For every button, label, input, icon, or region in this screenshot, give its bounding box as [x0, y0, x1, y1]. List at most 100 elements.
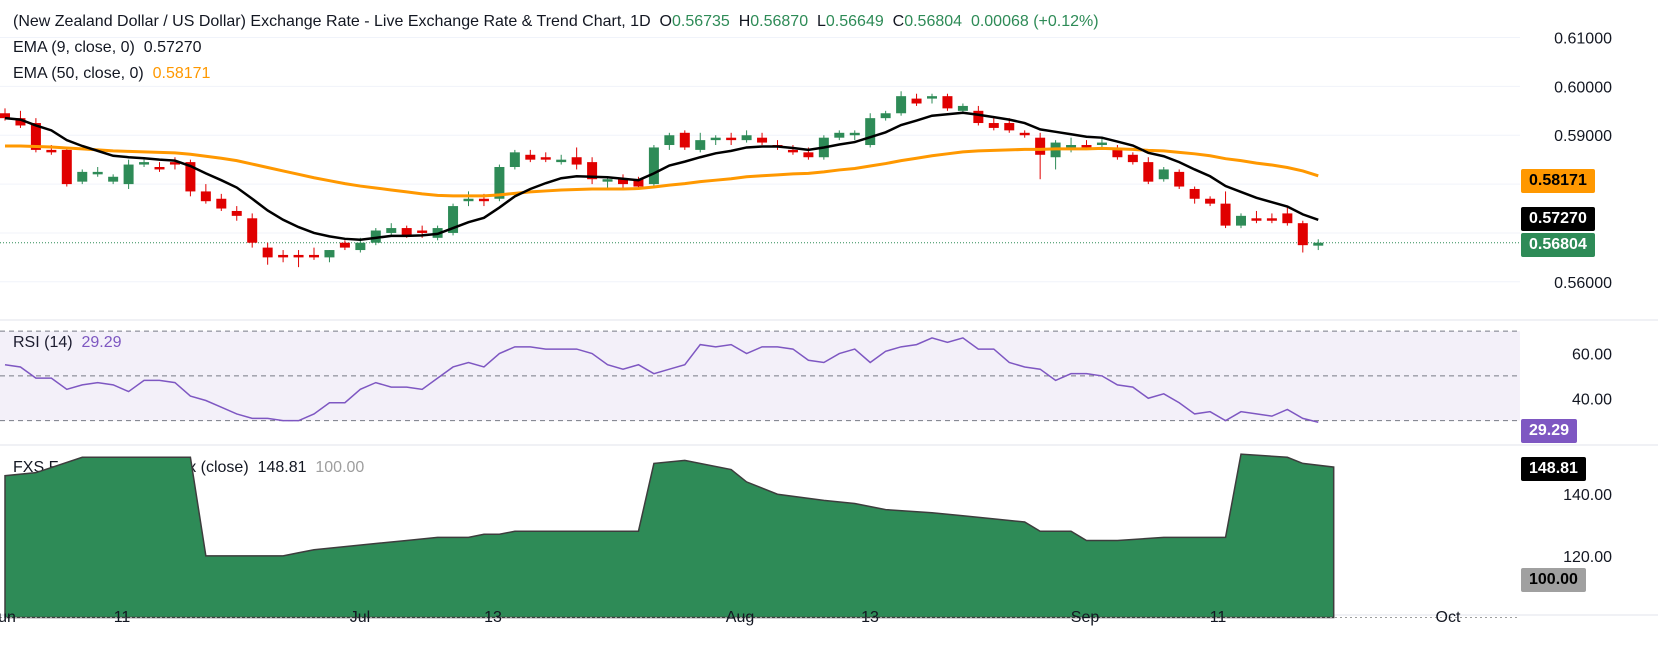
candle: [988, 118, 999, 131]
candle-body: [216, 198, 227, 209]
candle: [787, 145, 798, 155]
fxs-base-value: 100.00: [315, 459, 365, 476]
candle-body: [231, 210, 242, 216]
candle-body: [710, 137, 721, 141]
candle: [1035, 132, 1046, 180]
candle: [1205, 196, 1216, 207]
candle: [509, 149, 520, 170]
candle-body: [679, 132, 690, 148]
open-value: 0.56735: [671, 13, 730, 30]
candle-body: [355, 242, 366, 251]
candle-body: [942, 96, 953, 109]
candle-body: [1081, 145, 1092, 148]
candle: [602, 176, 613, 189]
rsi-line: [4, 337, 1319, 423]
candle-body: [834, 132, 845, 138]
x-tick-label: 11: [114, 609, 131, 626]
ema9-line: [4, 111, 1319, 242]
price-tick-label: 0.59000: [1554, 128, 1612, 145]
candle-body: [757, 137, 768, 143]
candle: [1313, 239, 1324, 251]
candle-body: [262, 247, 273, 258]
candle-body: [896, 96, 907, 114]
candle-body: [401, 228, 412, 236]
candle-body: [633, 179, 644, 187]
close-label: C: [892, 13, 905, 30]
candle: [216, 193, 227, 211]
candle-body: [540, 157, 551, 160]
candle-body: [278, 254, 289, 258]
x-tick-label: Sep: [1071, 609, 1100, 626]
candle-body: [1174, 171, 1185, 187]
price-tick-label: 0.61000: [1554, 31, 1612, 48]
close-value: 0.56804: [904, 13, 963, 30]
candle-body: [1066, 145, 1077, 148]
candle-body: [509, 152, 520, 167]
candle-body: [664, 135, 675, 146]
candle-body: [1282, 213, 1293, 224]
candle-body: [339, 242, 350, 248]
x-tick-label: 13: [484, 609, 502, 626]
candle: [865, 113, 876, 148]
candle: [741, 130, 752, 143]
candle-body: [185, 162, 196, 192]
candle-body: [1189, 188, 1200, 199]
candle-body: [309, 254, 319, 258]
candle: [679, 130, 690, 150]
candle-body: [927, 96, 937, 99]
candle: [1050, 140, 1061, 170]
x-tick-label: Aug: [726, 609, 754, 626]
candle-body: [293, 254, 304, 258]
candle: [77, 169, 88, 185]
candle: [339, 240, 350, 251]
candle: [942, 93, 953, 111]
candle: [123, 159, 134, 189]
candle: [927, 93, 937, 104]
ema9-label: EMA (9, close, 0): [13, 39, 135, 56]
candle-body: [1266, 218, 1277, 221]
candle: [618, 174, 628, 189]
candle: [309, 247, 319, 260]
x-tick-label: 13: [861, 609, 879, 626]
candle: [1282, 206, 1293, 226]
candle: [139, 159, 150, 167]
candle: [525, 149, 536, 163]
rsi-value-tag: 29.29: [1521, 419, 1578, 443]
change-value: 0.00068 (+0.12%): [970, 13, 1099, 30]
candle: [1019, 130, 1030, 138]
candle-body: [1297, 223, 1308, 246]
ema9-price-tag: 0.57270: [1521, 207, 1595, 231]
rsi-label: RSI (14): [13, 334, 73, 351]
candle: [1297, 220, 1308, 253]
candle: [1158, 167, 1169, 182]
candle-body: [0, 113, 10, 119]
candle-body: [988, 123, 999, 128]
candle-body: [587, 162, 598, 180]
candle-body: [803, 152, 814, 158]
ema50-value: 0.58171: [152, 65, 211, 82]
candle: [1127, 152, 1138, 165]
candle: [540, 152, 551, 163]
candle: [1236, 213, 1246, 229]
last-price-tag: 0.56804: [1521, 233, 1595, 257]
candle-body: [911, 98, 922, 104]
candle: [710, 135, 721, 146]
fxs-value-tag: 148.81: [1521, 457, 1586, 481]
high-value: 0.56870: [750, 13, 809, 30]
candle: [463, 191, 474, 207]
candle: [1112, 145, 1123, 160]
candle-body: [1236, 215, 1246, 226]
candle: [1266, 213, 1277, 224]
candle-body: [726, 137, 737, 141]
candle-body: [494, 167, 505, 199]
candle-body: [849, 132, 860, 136]
candle-body: [1112, 149, 1123, 158]
candle-body: [880, 113, 891, 119]
fxs-area: [4, 453, 1335, 619]
candle: [278, 250, 289, 263]
candle: [1174, 169, 1185, 189]
candle-body: [448, 206, 459, 233]
candle-body: [556, 159, 567, 163]
candle-body: [417, 230, 428, 233]
